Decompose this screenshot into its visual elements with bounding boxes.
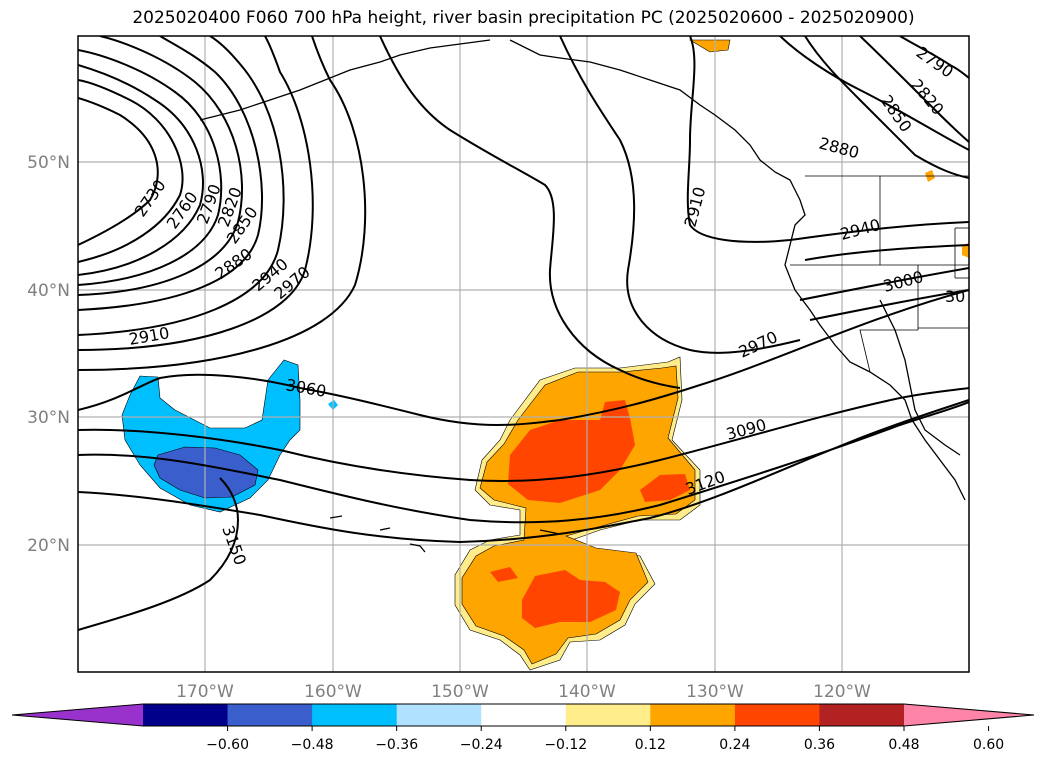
lon-label: 170°W <box>176 682 234 702</box>
lon-label: 140°W <box>558 682 616 702</box>
colorbar-tick-label: −0.24 <box>460 737 503 753</box>
colorbar-segment <box>227 704 313 726</box>
contour-label: 2820 <box>907 75 948 118</box>
state-borders <box>790 175 969 373</box>
map-frame <box>77 35 970 673</box>
lat-label: 40°N <box>27 281 70 301</box>
contour-label: 2880 <box>211 244 255 283</box>
colorbar-extend-high <box>904 704 1034 726</box>
contour-label: 3090 <box>724 415 768 444</box>
colorbar-segment <box>650 704 736 726</box>
contour-label: 3000 <box>881 267 925 296</box>
contour-label: 2970 <box>736 327 781 361</box>
colorbar-segment <box>143 704 229 726</box>
colorbar-tick-label: 0.12 <box>635 737 666 753</box>
colorbar-tick-label: −0.60 <box>206 737 249 753</box>
colorbar: −0.60 −0.48 −0.36 −0.24 −0.12 0.12 0.24 0.36 0.4… <box>11 703 1035 753</box>
lon-label: 120°W <box>813 682 871 702</box>
lat-label: 30°N <box>27 408 70 428</box>
contour-label: 2730 <box>131 176 170 220</box>
map-gridlines <box>78 36 969 672</box>
positive-precip-region <box>454 39 969 671</box>
contour-label: 2880 <box>817 134 861 163</box>
colorbar-tick-label: 0.48 <box>888 737 919 753</box>
contour-label: 2850 <box>877 91 916 135</box>
longitude-labels: 170°W 160°W 150°W 140°W 130°W 120°W <box>176 682 871 702</box>
lon-label: 130°W <box>686 682 744 702</box>
lon-label: 160°W <box>304 682 362 702</box>
colorbar-outline <box>11 703 1035 727</box>
contour-label: 2790 <box>913 43 957 82</box>
colorbar-segment <box>396 704 482 726</box>
height-contours <box>78 36 969 631</box>
contour-label: 2940 <box>838 215 882 244</box>
colorbar-tick-label: 0.36 <box>804 737 835 753</box>
colorbar-tick-label: −0.12 <box>544 737 587 753</box>
colorbar-segment <box>481 704 567 726</box>
lat-label: 20°N <box>27 536 70 556</box>
colorbar-tick-label: 0.60 <box>973 737 1004 753</box>
colorbar-tick-label: 0.24 <box>719 737 750 753</box>
negative-precip-region <box>121 359 338 513</box>
colorbar-extend-low <box>12 704 143 726</box>
latitude-labels: 50°N 40°N 30°N 20°N <box>27 153 70 556</box>
colorbar-segment <box>312 704 398 726</box>
colorbar-segment <box>734 704 820 726</box>
map-title: 2025020400 F060 700 hPa height, river ba… <box>132 8 915 28</box>
colorbar-segment <box>819 704 905 726</box>
colorbar-segment <box>565 704 651 726</box>
lon-label: 150°W <box>431 682 489 702</box>
colorbar-tick-label: −0.36 <box>375 737 418 753</box>
contour-label: 30 <box>945 287 965 306</box>
lat-label: 50°N <box>27 153 70 173</box>
colorbar-tick-label: −0.48 <box>291 737 334 753</box>
